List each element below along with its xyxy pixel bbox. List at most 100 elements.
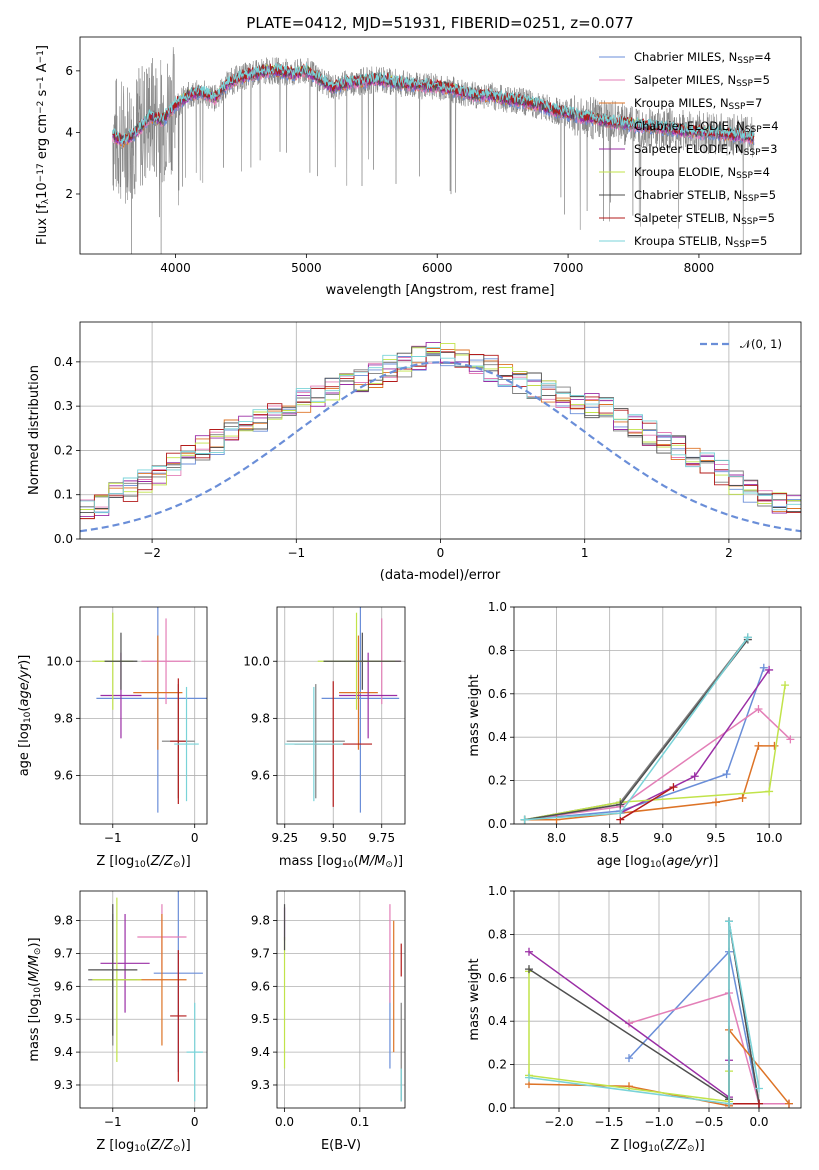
weight-line-8	[524, 636, 749, 821]
y-tick-label: 9.4	[251, 1045, 270, 1059]
y-tick-label: 9.3	[251, 1078, 270, 1092]
x-tick-label: 8.5	[600, 831, 619, 845]
x-tick-label: 0.0	[275, 1115, 294, 1129]
weight-line-2	[524, 745, 775, 821]
x-tick-label: 4000	[160, 261, 191, 275]
y-tick-label: 0.2	[488, 1058, 507, 1072]
legend-label: Kroupa MILES, NSSP=7	[634, 96, 762, 112]
x-tick-label: 8.0	[547, 831, 566, 845]
x-axis-label: E(B-V)	[321, 1138, 361, 1153]
figure-title: PLATE=0412, MJD=51931, FIBERID=0251, z=0…	[246, 14, 633, 32]
plot-area	[284, 607, 402, 813]
legend-label: Salpeter MILES, NSSP=5	[634, 73, 770, 89]
weight-marker	[754, 704, 763, 713]
y-tick-label: 2	[65, 187, 73, 201]
y-tick-label: 9.6	[251, 979, 270, 993]
y-axis-label: mass weight	[467, 958, 482, 1040]
x-axis-label: mass [log10(M/M⊙)]	[279, 854, 403, 870]
y-tick-label: 0.3	[54, 399, 73, 413]
y-tick-label: 0.8	[488, 927, 507, 941]
weight-marker	[616, 800, 625, 809]
y-tick-label: 0.4	[54, 355, 73, 369]
x-tick-label: −1.5	[594, 1115, 623, 1129]
legend-label: 𝒩(0, 1)	[740, 337, 782, 351]
legend-label: Kroupa STELIB, NSSP=5	[634, 234, 767, 250]
plot-area	[520, 633, 795, 824]
x-tick-label: 0.0	[749, 1115, 768, 1129]
weight-marker	[725, 1099, 733, 1108]
weight-marker	[525, 1073, 533, 1082]
weight-line-6	[528, 921, 760, 1104]
plot-area	[88, 891, 203, 1102]
weight-line-6	[524, 639, 749, 821]
legend-label: Kroupa ELODIE, NSSP=4	[634, 165, 770, 181]
weight-marker	[786, 735, 795, 744]
y-tick-label: 9.6	[54, 979, 73, 993]
residual-hist-8	[80, 347, 801, 514]
weight-marker	[616, 809, 625, 818]
weight-marker	[770, 741, 779, 750]
x-tick-label: 10.0	[756, 831, 783, 845]
y-tick-label: 9.3	[54, 1078, 73, 1092]
x-tick-label: −2	[143, 546, 161, 560]
x-tick-label: 6000	[422, 261, 453, 275]
y-tick-label: 9.8	[251, 914, 270, 928]
y-axis-label: Flux [fλ10−17 erg cm−2 s−1 A−1]	[35, 45, 51, 245]
x-tick-label: 9.5	[706, 831, 725, 845]
x-tick-label: 9.50	[320, 831, 347, 845]
y-tick-label: 9.7	[54, 946, 73, 960]
axes-frame	[276, 890, 406, 1109]
weight-marker	[625, 1054, 633, 1063]
weight-marker	[525, 965, 533, 974]
weight-marker	[755, 1099, 763, 1108]
weight-marker	[781, 681, 790, 690]
x-tick-label: 0.1	[350, 1115, 369, 1129]
x-axis-label: wavelength [Angstrom, rest frame]	[326, 283, 555, 298]
y-tick-label: 0.4	[488, 1014, 507, 1028]
legend-label: Chabrier STELIB, NSSP=5	[634, 188, 776, 204]
panel-mass_vs_Z: −1 0 9.3 9.4 9.5 9.6 9.7 9.8 Z [log10(Z/Z⊙)] mass…	[27, 890, 208, 1154]
weight-marker	[525, 947, 533, 956]
weight-marker	[669, 783, 678, 792]
panel-mass_vs_ebv: 0.0 0.1 9.3 9.4 9.5 9.6 9.7 9.8 E(B-V)	[251, 890, 406, 1153]
weight-marker	[754, 741, 763, 750]
weight-marker	[520, 815, 529, 824]
x-tick-label: −2.0	[544, 1115, 573, 1129]
weight-line-8	[528, 921, 760, 1105]
axes-frame	[79, 606, 208, 825]
axes-frame	[79, 890, 208, 1109]
y-tick-label: 1.0	[488, 884, 507, 898]
weight-marker	[755, 1084, 763, 1093]
panel-weight_vs_Z: −2.0 −1.5 −1.0 −0.5 0.0 0.0 0.2 0.4 0.6 0.8 1.0 Z […	[467, 884, 802, 1154]
y-tick-label: 0.1	[54, 488, 73, 502]
x-tick-label: −1	[104, 831, 122, 845]
y-tick-label: 4	[65, 125, 73, 139]
y-axis-label: mass weight	[467, 674, 482, 756]
y-tick-label: 10.0	[46, 654, 73, 668]
y-tick-label: 9.5	[251, 1012, 270, 1026]
y-tick-label: 0.0	[54, 532, 73, 546]
x-tick-label: 9.75	[368, 831, 395, 845]
x-tick-label: 0	[191, 831, 199, 845]
panel-spectrum: 4000 5000 6000 7000 8000 2 4 6 Chabrier MILES, N…	[35, 36, 802, 298]
y-axis-label: Normed distribution	[27, 365, 42, 495]
y-tick-label: 9.6	[54, 768, 73, 782]
plot-area	[92, 607, 207, 813]
panel-age_vs_Z: −1 0 9.6 9.8 10.0 Z [log10(Z/Z⊙)] age [log10(a…	[17, 606, 208, 870]
y-tick-label: 0.0	[488, 817, 507, 831]
x-tick-label: −1.0	[644, 1115, 673, 1129]
panel-weight_vs_age: 8.0 8.5 9.0 9.5 10.0 0.0 0.2 0.4 0.6 0.8 1.0 age [l…	[467, 600, 802, 870]
plot-area	[525, 917, 793, 1108]
legend-label: Salpeter STELIB, NSSP=5	[634, 211, 775, 227]
y-tick-label: 9.4	[54, 1045, 73, 1059]
weight-marker	[765, 665, 774, 674]
y-axis-label: age [log10(age/yr)]	[17, 655, 33, 777]
weight-marker	[738, 793, 747, 802]
weight-marker	[711, 798, 720, 807]
x-tick-label: 0	[437, 546, 445, 560]
x-tick-label: 0	[191, 1115, 199, 1129]
y-tick-label: 1.0	[488, 600, 507, 614]
weight-line-1	[524, 708, 791, 821]
plot-area	[80, 341, 801, 533]
